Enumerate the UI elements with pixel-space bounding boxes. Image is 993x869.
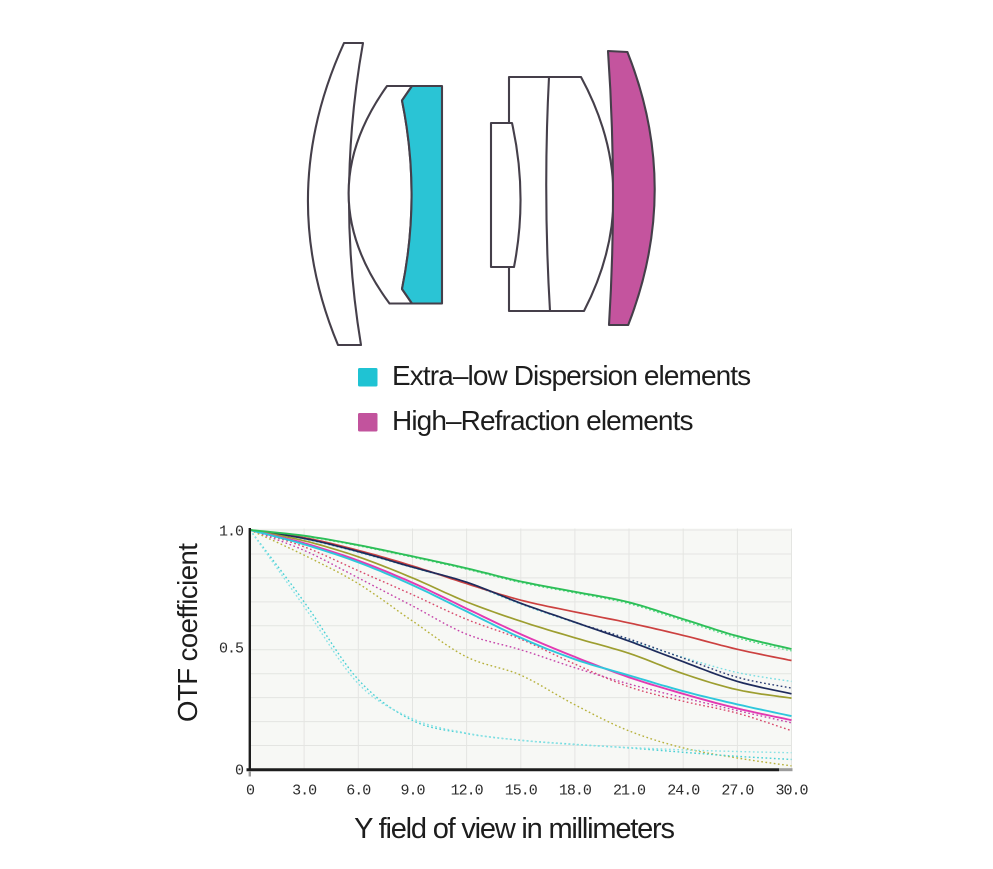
svg-text:3.0: 3.0 [292,783,317,800]
svg-text:Extra–low Dispersion elements: Extra–low Dispersion elements [392,360,750,391]
svg-text:High–Refraction elements: High–Refraction elements [392,405,693,436]
svg-text:27.0: 27.0 [721,783,754,800]
svg-text:OTF coefficient: OTF coefficient [172,543,203,722]
svg-text:Y field of view in millimeters: Y field of view in millimeters [354,813,674,845]
svg-text:0: 0 [246,783,255,800]
svg-text:18.0: 18.0 [559,783,592,800]
svg-text:21.0: 21.0 [613,783,646,800]
svg-text:0: 0 [235,763,244,780]
svg-text:6.0: 6.0 [346,783,371,800]
svg-text:15.0: 15.0 [505,783,538,800]
svg-text:12.0: 12.0 [451,783,484,800]
svg-text:24.0: 24.0 [667,783,700,800]
svg-text:0.5: 0.5 [219,641,244,658]
svg-text:30.0: 30.0 [775,783,808,800]
svg-text:9.0: 9.0 [400,783,425,800]
svg-text:1.0: 1.0 [219,524,244,541]
